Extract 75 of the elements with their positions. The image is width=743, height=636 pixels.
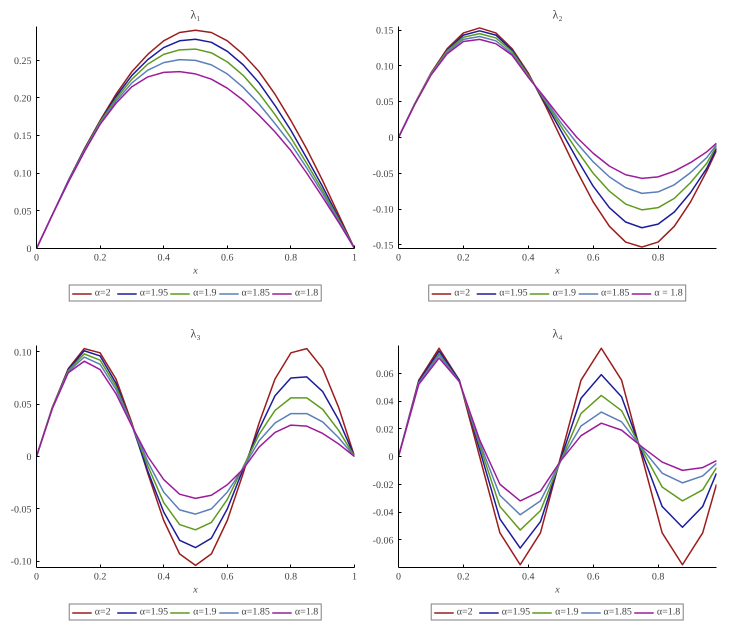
y-tick-label: -0.06: [372, 535, 394, 546]
x-axis-title: x: [192, 266, 198, 276]
x-tick-label: 0.4: [157, 572, 170, 582]
y-tick-label: 0.10: [14, 168, 32, 180]
legend-label: α=1.95: [140, 288, 168, 298]
y-tick-label: -0.05: [372, 168, 394, 180]
legend-label: α=1.95: [502, 606, 530, 618]
chart-title: λ₄: [552, 326, 563, 340]
legend-label: α=2: [94, 288, 112, 298]
y-tick-label: 0.02: [376, 424, 394, 436]
legend-label: α=1.85: [604, 606, 632, 618]
y-tick-label: -0.10: [372, 204, 394, 216]
x-tick-label: 0.2: [94, 572, 106, 582]
legend-label: α=1.9: [193, 288, 216, 298]
x-axis-title: x: [554, 584, 560, 596]
x-tick-label: 1: [352, 252, 357, 264]
x-tick-label: 0: [396, 572, 401, 582]
y-tick-label: 0: [26, 244, 32, 255]
y-tick-label: 0.20: [14, 93, 32, 104]
legend-label: α=1.95: [499, 288, 528, 298]
legend-label: α = 1.8: [654, 288, 683, 298]
y-tick-label: 0.10: [376, 61, 394, 72]
legend-label: α=2: [456, 606, 474, 618]
legend-label: α=1.95: [140, 606, 168, 618]
legend-label: α=2: [454, 288, 472, 298]
y-tick-label: 0.05: [14, 206, 32, 218]
x-tick-label: 0.4: [522, 252, 535, 264]
legend-label: α=1.8: [656, 606, 680, 618]
x-tick-label: 0.6: [221, 252, 234, 264]
legend-label: α=1.85: [601, 288, 630, 298]
y-tick-label: 0.10: [14, 347, 32, 358]
chart-title: λ₁: [190, 8, 201, 22]
y-tick-label: -0.05: [10, 504, 32, 516]
y-tick-label: 0: [388, 452, 394, 463]
legend-label: α=1.8: [294, 606, 318, 618]
y-tick-label: 0: [26, 452, 32, 463]
y-tick-label: 0: [388, 133, 394, 144]
legend-label: α=1.85: [242, 288, 270, 298]
y-tick-label: 0.06: [376, 368, 394, 380]
y-tick-label: 0.04: [376, 396, 394, 408]
legend-label: α=1.85: [242, 606, 270, 618]
x-tick-label: 0.2: [457, 252, 470, 264]
legend-label: α=2: [94, 606, 112, 618]
x-tick-label: 0.8: [284, 252, 298, 264]
y-tick-label: 0.05: [14, 400, 32, 411]
y-tick-label: -0.04: [372, 508, 394, 518]
y-tick-label: 0.15: [14, 131, 32, 142]
x-tick-label: 0.4: [157, 252, 170, 264]
x-tick-label: 0.4: [522, 572, 535, 582]
y-tick-label: 0.25: [14, 56, 32, 67]
legend-label: α=1.9: [555, 606, 578, 618]
x-tick-label: 0.6: [221, 572, 234, 582]
x-tick-label: 0.2: [457, 572, 470, 582]
x-tick-label: 0.8: [652, 572, 664, 582]
x-tick-label: 0.8: [652, 252, 664, 264]
x-tick-label: 0.6: [586, 252, 600, 264]
legend-label: α=1.8: [294, 288, 318, 298]
chart-title: λ₂: [552, 8, 563, 22]
x-tick-label: 0: [34, 252, 39, 264]
y-tick-label: 0.05: [376, 97, 394, 108]
x-tick-label: 0.6: [586, 572, 600, 582]
legend-label: α=1.9: [552, 288, 576, 298]
x-tick-label: 0: [396, 252, 401, 264]
y-tick-label: -0.10: [10, 556, 32, 568]
y-tick-label: 0.15: [376, 26, 394, 37]
x-tick-label: 0.2: [94, 252, 106, 264]
y-tick-label: -0.02: [372, 480, 394, 491]
x-axis-title: x: [554, 266, 560, 276]
x-tick-label: 1: [352, 572, 357, 582]
legend-label: α=1.9: [193, 606, 216, 618]
chart-title: λ₃: [190, 326, 201, 340]
x-axis-title: x: [192, 584, 198, 596]
x-tick-label: 0: [34, 572, 39, 582]
x-tick-label: 0.8: [284, 572, 298, 582]
y-tick-label: -0.15: [372, 240, 394, 252]
